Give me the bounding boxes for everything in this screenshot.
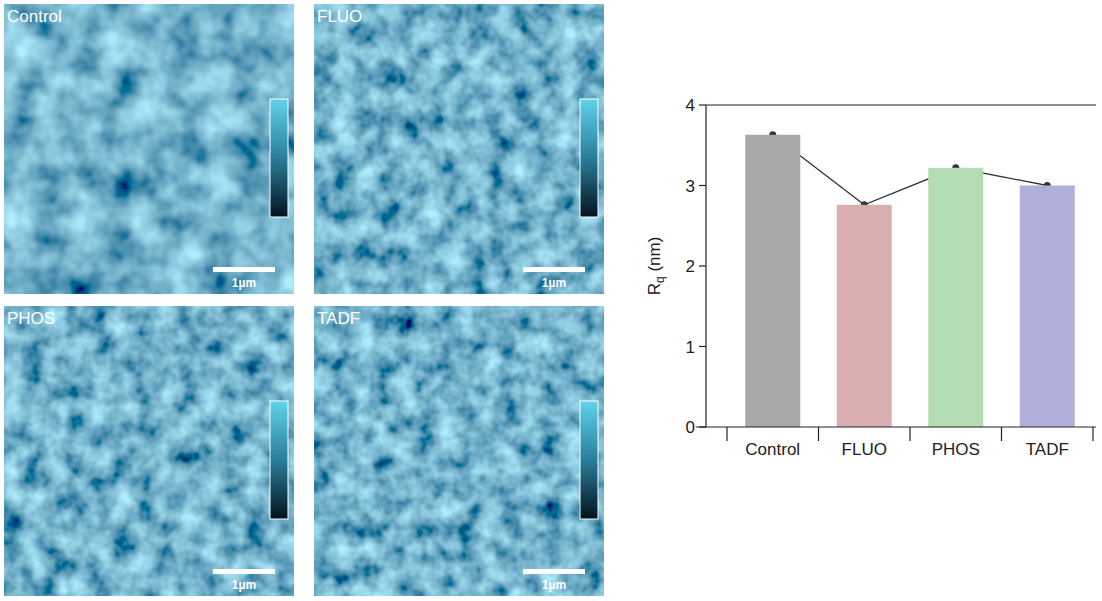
scale-bar-label: 1µm xyxy=(232,578,256,592)
scale-bar-label: 1µm xyxy=(232,276,256,290)
marks xyxy=(769,131,1051,208)
x-tick-label: PHOS xyxy=(932,440,980,459)
y-tick-label: 2 xyxy=(686,257,695,276)
category-divider xyxy=(1092,427,1093,441)
afm-image xyxy=(4,306,294,596)
bar xyxy=(1020,186,1075,428)
y-axis-title: Rq (nm) xyxy=(645,237,667,296)
scale-bar-label: 1µm xyxy=(542,276,566,290)
panel-label: FLUO xyxy=(317,7,362,26)
afm-base xyxy=(4,306,294,596)
color-bar xyxy=(270,401,288,519)
panel-label: TADF xyxy=(317,309,360,328)
afm-image xyxy=(4,4,294,294)
x-tick-label: TADF xyxy=(1026,440,1069,459)
scale-bar-label: 1µm xyxy=(542,578,566,592)
scale-bar xyxy=(213,267,275,272)
y-tick-label: 0 xyxy=(686,418,695,437)
x-axis xyxy=(696,426,1096,427)
figure: Control 1µm FLUO 1µm PHOS 1µm TADF 1µm 0 1 2 3 4 Cont… xyxy=(0,0,1102,601)
bar xyxy=(928,168,983,427)
x-tick-label: Control xyxy=(745,440,800,459)
y-tick-label: 1 xyxy=(686,338,695,357)
bar xyxy=(745,135,800,427)
y-tick xyxy=(699,185,706,186)
panel-label: Control xyxy=(7,7,62,26)
afm-image xyxy=(314,306,604,596)
scale-bar xyxy=(523,569,585,574)
afm-panel xyxy=(4,306,294,596)
color-bar xyxy=(270,99,288,217)
afm-base xyxy=(4,4,294,294)
y-tick xyxy=(699,426,706,427)
trend-line xyxy=(773,135,1048,205)
category-divider xyxy=(1001,427,1002,441)
category-divider xyxy=(726,427,727,441)
afm-panel xyxy=(314,306,604,596)
afm-base xyxy=(314,4,604,294)
y-tick-label: 4 xyxy=(686,96,695,115)
scale-bar xyxy=(213,569,275,574)
category-divider xyxy=(909,427,910,441)
x-tick-label: FLUO xyxy=(842,440,887,459)
afm-panel xyxy=(4,4,294,294)
bar xyxy=(837,205,892,427)
color-bar xyxy=(580,99,598,217)
y-tick xyxy=(699,104,706,105)
y-tick xyxy=(699,346,706,347)
afm-base xyxy=(314,306,604,596)
panel-label: PHOS xyxy=(7,309,55,328)
y-tick-label: 3 xyxy=(686,177,695,196)
y-tick xyxy=(699,265,706,266)
afm-image xyxy=(314,4,604,294)
frame-top xyxy=(706,104,1096,105)
scale-bar xyxy=(523,267,585,272)
category-divider xyxy=(818,427,819,441)
afm-panel xyxy=(314,4,604,294)
color-bar xyxy=(580,401,598,519)
